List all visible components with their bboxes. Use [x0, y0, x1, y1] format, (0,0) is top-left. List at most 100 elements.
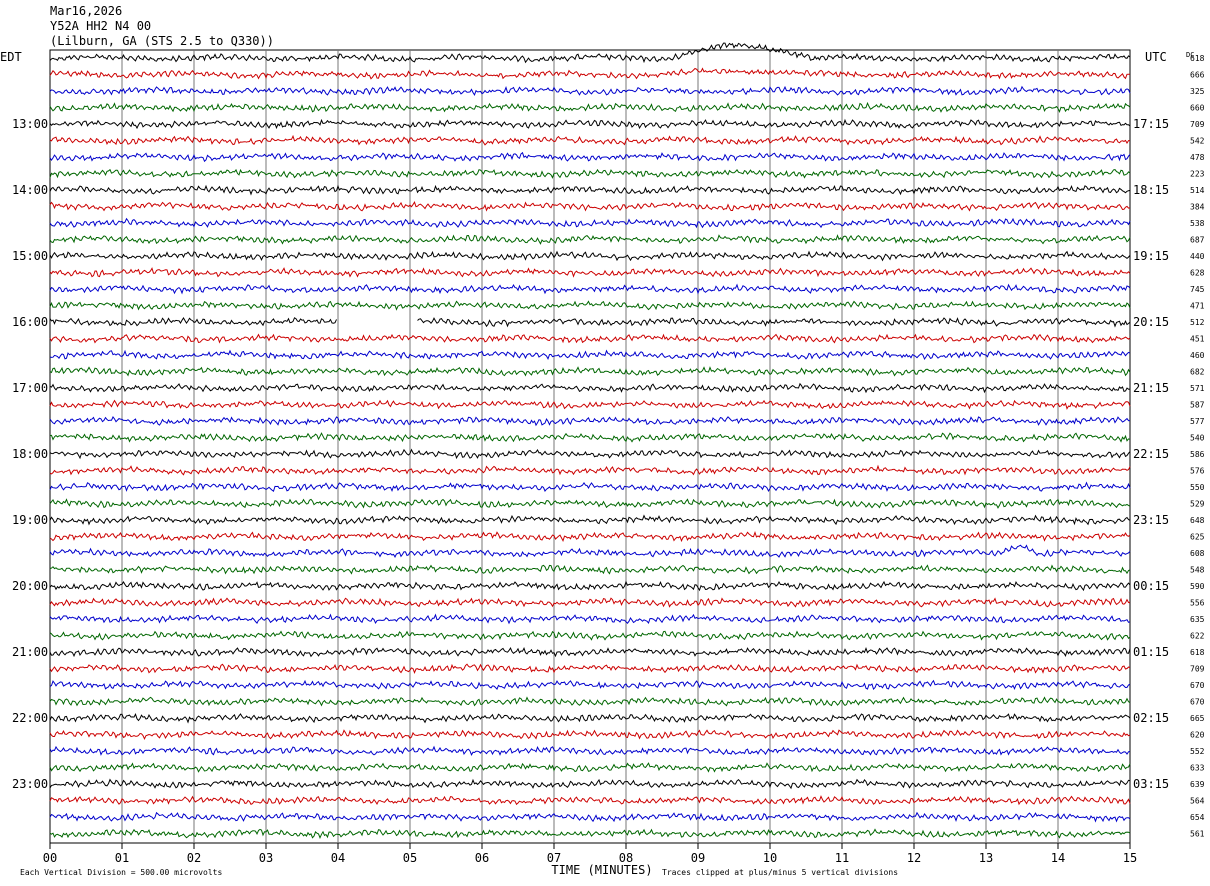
dc-value: 682	[1190, 368, 1205, 377]
right-hour-label: 20:15	[1133, 315, 1169, 329]
x-tick-label: 00	[43, 851, 57, 865]
dc-value: 512	[1190, 318, 1205, 327]
x-tick-label: 02	[187, 851, 201, 865]
scale-note: Each Vertical Division = 500.00 microvol…	[20, 868, 222, 877]
dc-value: 618	[1190, 54, 1205, 63]
x-tick-label: 04	[331, 851, 345, 865]
dc-value: 660	[1190, 104, 1205, 113]
dc-value: 548	[1190, 566, 1205, 575]
right-tz-label: UTC	[1145, 50, 1167, 64]
dc-value: 666	[1190, 71, 1205, 80]
x-tick-label: 12	[907, 851, 921, 865]
trace-45	[49, 795, 1131, 806]
dc-value: 384	[1190, 203, 1205, 212]
trace-2	[49, 85, 1131, 97]
x-tick-label: 06	[475, 851, 489, 865]
trace-6	[49, 151, 1131, 163]
dc-value: 223	[1190, 170, 1205, 179]
dc-value: 687	[1190, 236, 1205, 245]
trace-37	[49, 663, 1131, 674]
trace-1	[49, 67, 1131, 80]
left-hour-label: 13:00	[12, 117, 48, 131]
x-tick-label: 08	[619, 851, 633, 865]
trace-group	[49, 42, 1131, 839]
trace-31	[49, 564, 1131, 575]
trace-44	[49, 778, 1131, 790]
trace-15	[49, 300, 1131, 311]
dc-value: 538	[1190, 219, 1205, 228]
left-hour-label: 19:00	[12, 513, 48, 527]
dc-value: 556	[1190, 599, 1205, 608]
trace-40	[49, 713, 1131, 724]
trace-12	[49, 250, 1131, 262]
trace-38	[49, 679, 1131, 691]
trace-41	[49, 729, 1131, 740]
trace-16	[417, 317, 1131, 328]
trace-42	[49, 745, 1131, 756]
dc-header: DC	[1186, 51, 1194, 59]
left-hour-label: 21:00	[12, 645, 48, 659]
trace-43	[49, 762, 1131, 773]
trace-27	[49, 498, 1131, 509]
trace-13	[49, 267, 1131, 278]
dc-value: 709	[1190, 665, 1205, 674]
left-hour-label: 18:00	[12, 447, 48, 461]
left-hour-label: 17:00	[12, 381, 48, 395]
trace-29	[49, 530, 1131, 543]
trace-28	[49, 514, 1131, 526]
clip-note: Traces clipped at plus/minus 5 vertical …	[662, 868, 898, 877]
dc-value: 628	[1190, 269, 1205, 278]
dc-value: 561	[1190, 830, 1205, 839]
axis-labels: 618 666 325 660 709 542 478 223 514 384 538 687 440 6…	[0, 50, 1205, 877]
trace-32	[49, 580, 1131, 592]
x-tick-label: 01	[115, 851, 129, 865]
x-tick-label: 07	[547, 851, 561, 865]
trace-46	[49, 811, 1131, 823]
right-hour-label: 00:15	[1133, 579, 1169, 593]
trace-11	[49, 234, 1131, 245]
dc-value: 478	[1190, 153, 1205, 162]
trace-23	[49, 432, 1131, 443]
dc-value: 618	[1190, 648, 1205, 657]
dc-value: 542	[1190, 137, 1205, 146]
right-hour-label: 02:15	[1133, 711, 1169, 725]
dc-value: 440	[1190, 252, 1205, 261]
right-hour-label: 01:15	[1133, 645, 1169, 659]
dc-value: 564	[1190, 797, 1205, 806]
left-hour-label: 22:00	[12, 711, 48, 725]
left-hour-label: 20:00	[12, 579, 48, 593]
plot-frame	[49, 49, 1131, 844]
dc-value: 654	[1190, 813, 1205, 822]
trace-5	[49, 134, 1130, 146]
trace-36	[49, 646, 1131, 658]
trace-24	[49, 448, 1131, 460]
dc-value: 670	[1190, 681, 1205, 690]
trace-0	[49, 42, 1131, 64]
dc-value: 639	[1190, 780, 1205, 789]
dc-value: 552	[1190, 747, 1205, 756]
dc-value: 550	[1190, 483, 1205, 492]
right-hour-label: 23:15	[1133, 513, 1169, 527]
trace-20	[49, 382, 1131, 394]
x-tick-label: 09	[691, 851, 705, 865]
dc-value: 576	[1190, 467, 1205, 476]
dc-value: 590	[1190, 582, 1205, 591]
x-tick-label: 05	[403, 851, 417, 865]
trace-9	[49, 201, 1131, 212]
dc-value: 635	[1190, 615, 1205, 624]
trace-30	[49, 544, 1131, 558]
trace-35	[49, 630, 1131, 641]
dc-value: 633	[1190, 764, 1205, 773]
left-hour-label: 16:00	[12, 315, 48, 329]
left-tz-label: EDT	[0, 50, 22, 64]
dc-value: 587	[1190, 401, 1205, 410]
right-hour-label: 18:15	[1133, 183, 1169, 197]
x-tick-label: 11	[835, 851, 849, 865]
left-hour-label: 14:00	[12, 183, 48, 197]
right-hour-label: 19:15	[1133, 249, 1169, 263]
dc-value: 325	[1190, 87, 1205, 96]
trace-18	[49, 349, 1131, 361]
dc-value: 529	[1190, 500, 1205, 509]
x-tick-label: 10	[763, 851, 777, 865]
dc-value: 471	[1190, 302, 1205, 311]
